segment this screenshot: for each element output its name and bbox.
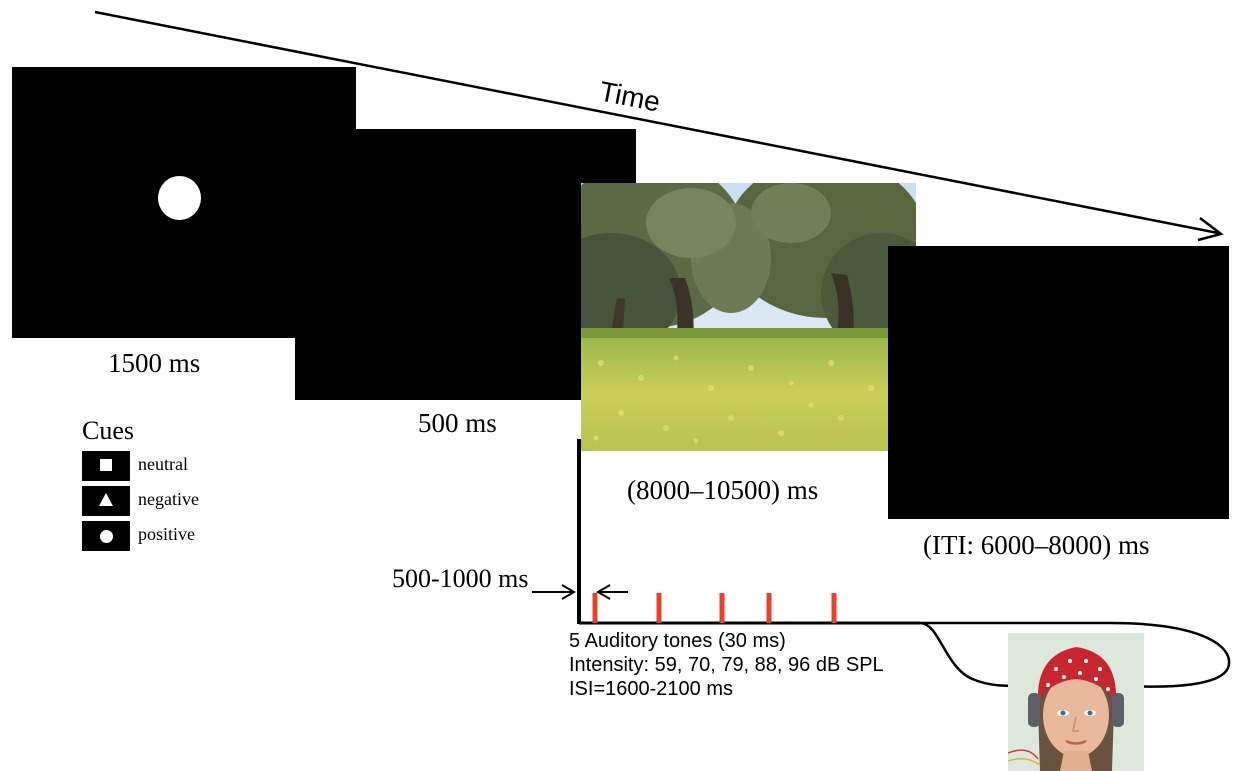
cue-item-neutral: neutral (82, 451, 252, 481)
tone-mark (831, 593, 837, 623)
isi-line: ISI=1600-2100 ms (569, 678, 733, 700)
auditory-info: 5 Auditory tones (30 ms) Intensity: 59, … (569, 629, 884, 701)
tone-mark (656, 593, 662, 623)
cue-item-positive: positive (82, 521, 252, 551)
iti-screen (888, 246, 1229, 519)
cues-title: Cues (82, 416, 134, 445)
tone-marks (592, 593, 837, 623)
picture-duration-label: (8000–10500) ms (627, 475, 819, 505)
cue-circle-icon (158, 176, 201, 220)
auditory-tones-line: 5 Auditory tones (30 ms) (569, 630, 786, 652)
onset-delay-label: 500-1000 ms (392, 564, 529, 593)
blank-duration-label: 500 ms (418, 408, 497, 438)
cue-item-negative: negative (82, 486, 252, 516)
cue-label: neutral (138, 454, 188, 474)
arrow-right-icon (561, 584, 576, 600)
eeg-head-photo (1008, 633, 1144, 771)
tone-mark (592, 593, 598, 623)
tone-mark (766, 593, 772, 623)
blank-screen (295, 129, 636, 400)
scene-photo (581, 183, 916, 451)
intensity-line: Intensity: 59, 70, 79, 88, 96 dB SPL (569, 654, 884, 676)
arrow-left-icon (596, 584, 611, 600)
square-icon (100, 459, 112, 471)
circle-icon (100, 530, 113, 543)
cue-box (82, 486, 130, 516)
time-arrowhead-icon (1197, 217, 1224, 242)
cable-left (919, 621, 1023, 688)
iti-duration-label: (ITI: 6000–8000) ms (923, 530, 1150, 560)
cable-right (920, 621, 1231, 688)
triangle-icon (99, 493, 113, 506)
picture-screen (581, 183, 916, 451)
cue-label: negative (138, 489, 199, 509)
tone-mark (719, 593, 725, 623)
cue-label: positive (138, 524, 195, 544)
cue-box (82, 521, 130, 551)
cue-duration-label: 1500 ms (108, 348, 201, 378)
cue-box (82, 451, 130, 481)
